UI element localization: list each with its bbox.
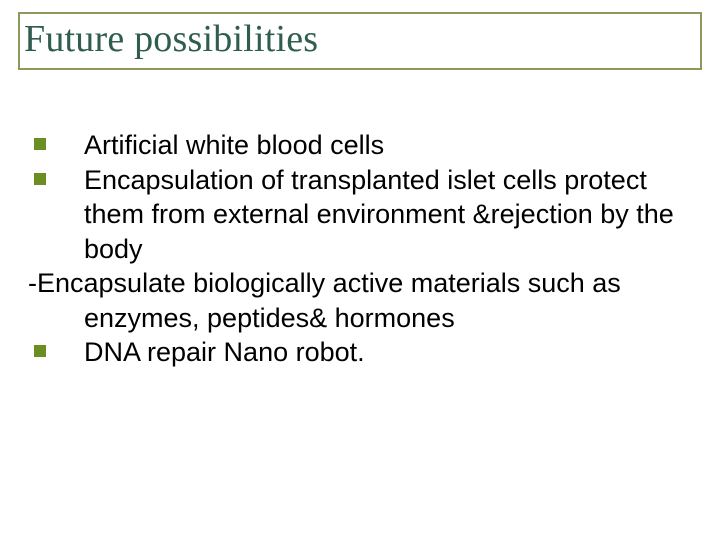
title-rule-top <box>20 12 700 14</box>
dash-text: -Encapsulate biologically active materia… <box>28 266 682 335</box>
dash-text-wrapped: -Encapsulate biologically active materia… <box>28 266 682 335</box>
bullet-item: DNA repair Nano robot. <box>28 335 682 370</box>
bullet-icon <box>28 163 84 185</box>
slide-title: Future possibilities <box>18 14 702 68</box>
bullet-item: Artificial white blood cells <box>28 128 682 163</box>
slide: Future possibilities Artificial white bl… <box>0 0 720 540</box>
bullet-icon <box>28 335 84 357</box>
title-block: Future possibilities <box>18 12 702 70</box>
bullet-text: DNA repair Nano robot. <box>84 335 682 370</box>
bullet-text: Artificial white blood cells <box>84 128 682 163</box>
title-rule-bottom <box>20 68 700 70</box>
bullet-item: Encapsulation of transplanted islet cell… <box>28 163 682 267</box>
dash-item: -Encapsulate biologically active materia… <box>28 266 682 335</box>
bullet-icon <box>28 128 84 150</box>
body-text: Artificial white blood cells Encapsulati… <box>28 128 682 370</box>
bullet-text: Encapsulation of transplanted islet cell… <box>84 163 682 267</box>
